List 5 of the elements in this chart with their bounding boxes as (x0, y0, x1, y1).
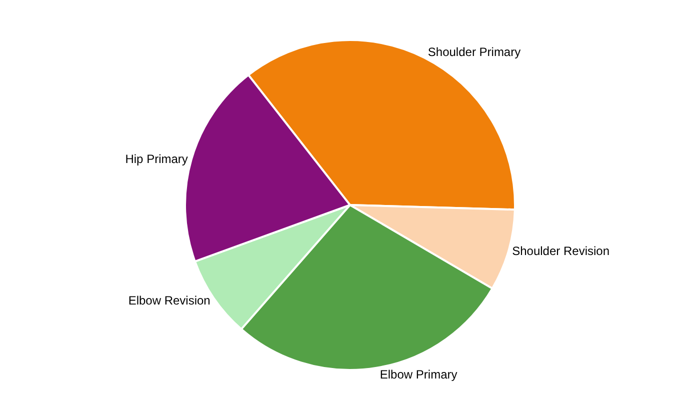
slice-label: Elbow Primary (380, 368, 458, 382)
slice-label: Hip Primary (125, 152, 188, 166)
slice-label: Shoulder Revision (512, 244, 610, 258)
slice-label: Shoulder Primary (428, 45, 521, 60)
slice-label: Elbow Revision (128, 293, 210, 308)
